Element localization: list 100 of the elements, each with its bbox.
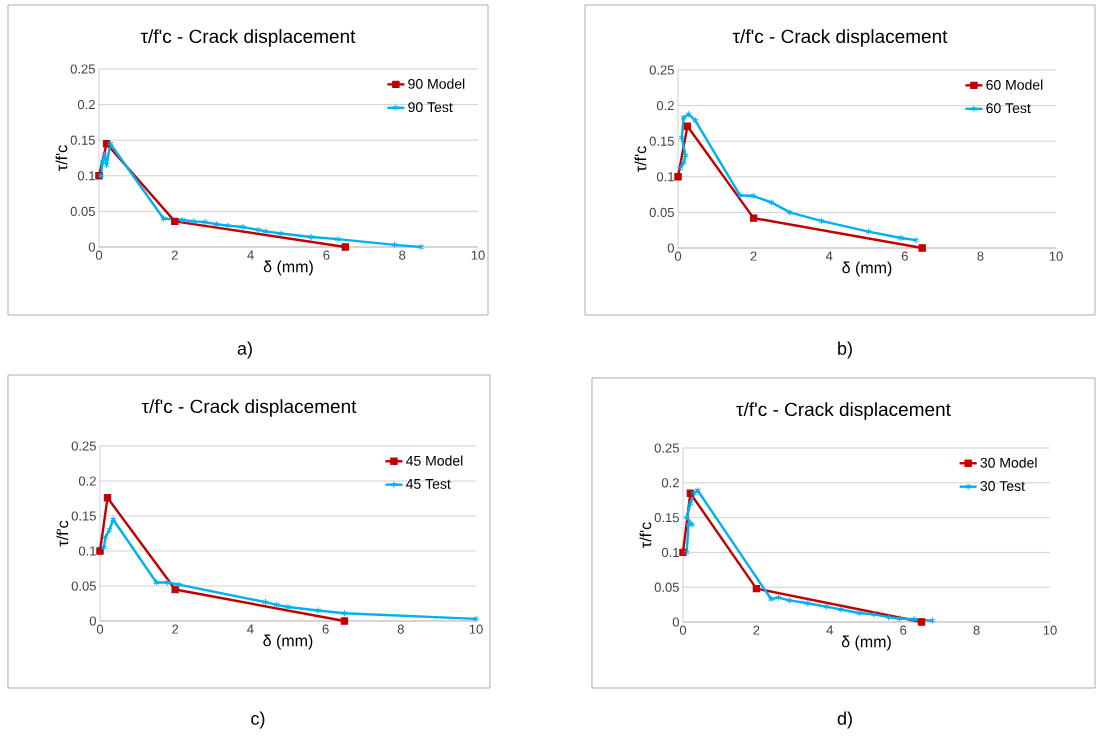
x-axis-title: δ (mm)	[842, 261, 892, 277]
point	[202, 218, 209, 226]
y-axis-title: τ/f'c	[634, 146, 647, 172]
text: a)	[237, 341, 252, 359]
x-tick-label: 10	[1049, 251, 1063, 261]
point	[262, 598, 269, 606]
point	[334, 235, 341, 243]
y-tick-label: 0.2	[77, 99, 95, 110]
point	[674, 173, 682, 181]
y-tick-label: 0.15	[654, 513, 679, 523]
y-tick-label: 0.05	[70, 206, 95, 216]
x-tick-label: 2	[750, 251, 757, 261]
point	[685, 110, 692, 118]
text: b)	[838, 341, 852, 359]
point	[856, 609, 863, 617]
y-tick-label: 0.05	[649, 207, 674, 217]
point	[823, 603, 830, 611]
y-tick-label: 0.2	[78, 476, 96, 486]
point	[680, 159, 687, 167]
point	[768, 198, 775, 206]
y-tick-label: 0	[672, 617, 679, 627]
y-axis-title: τ/f'c	[639, 522, 652, 548]
point	[107, 140, 114, 148]
point	[255, 226, 262, 234]
point	[106, 526, 113, 534]
x-tick-label: 10	[471, 250, 485, 260]
point	[314, 607, 322, 614]
point	[694, 486, 701, 494]
chart-title: τ/f'c - Crack displacement	[732, 29, 948, 47]
y-tick-label: 0.05	[71, 581, 96, 591]
point	[929, 617, 936, 625]
point	[786, 208, 793, 216]
y-tick-label: 0.25	[70, 64, 95, 74]
x-tick-label: 4	[826, 625, 834, 635]
x-tick-label: 10	[1043, 625, 1057, 635]
y-tick-label: 0.25	[71, 441, 96, 451]
point	[273, 601, 280, 609]
legend-label: 60 Model	[986, 79, 1043, 90]
point	[101, 150, 108, 158]
y-tick-label: 0.15	[70, 135, 95, 145]
point	[752, 584, 761, 593]
point	[100, 544, 107, 551]
text: c)	[251, 711, 265, 729]
x-tick-label: 2	[753, 625, 760, 635]
point	[391, 241, 398, 249]
y-tick-label: 0	[88, 242, 95, 252]
y-tick-label: 0	[667, 243, 674, 253]
point	[472, 615, 480, 623]
point	[96, 547, 104, 555]
point	[687, 500, 694, 508]
point	[171, 585, 179, 594]
point	[103, 494, 112, 502]
y-tick-label: 0.15	[71, 511, 96, 521]
point	[160, 215, 167, 223]
y-tick-label: 0.15	[649, 136, 674, 146]
x-axis-title: δ (mm)	[263, 634, 313, 650]
x-tick-label: 10	[469, 624, 483, 634]
x-tick-label: 4	[825, 251, 833, 261]
y-tick-label: 0	[89, 616, 96, 626]
point	[110, 516, 117, 523]
point	[680, 114, 687, 122]
point	[786, 596, 793, 604]
x-tick-label: 8	[973, 625, 980, 635]
point	[918, 244, 926, 252]
x-tick-label: 8	[399, 250, 406, 260]
point	[683, 548, 690, 556]
y-tick-label: 0.2	[656, 100, 674, 111]
point	[749, 214, 758, 222]
chart-title: τ/f'c - Crack displacement	[140, 29, 356, 47]
x-tick-label: 6	[322, 624, 329, 634]
x-tick-label: 8	[397, 624, 404, 634]
point	[262, 227, 269, 235]
point	[341, 243, 350, 251]
y-axis-title: τ/f'c	[55, 145, 68, 171]
point	[775, 594, 782, 602]
point	[689, 521, 696, 529]
x-tick-label: 4	[247, 624, 254, 634]
y-tick-label: 0.05	[654, 582, 679, 592]
point	[190, 217, 197, 225]
x-tick-label: 6	[323, 250, 330, 260]
y-tick-label: 0.25	[654, 443, 679, 453]
x-tick-label: 4	[247, 250, 254, 260]
y-axis-title: τ/f'c	[56, 520, 69, 547]
legend-label: 60 Test	[986, 103, 1031, 114]
point	[804, 599, 811, 607]
legend-label: 45 Model	[406, 455, 463, 466]
point	[418, 243, 425, 251]
x-tick-label: 8	[977, 251, 984, 261]
legend-label: 90 Test	[408, 102, 453, 113]
point	[913, 236, 920, 244]
x-tick-label: 2	[171, 250, 178, 260]
point	[896, 615, 903, 623]
legend-label: 30 Model	[980, 457, 1037, 468]
y-tick-label: 0.1	[77, 171, 95, 181]
point	[692, 117, 699, 125]
point	[736, 191, 744, 199]
point	[683, 122, 692, 130]
chart-title: τ/f'c - Crack displacement	[736, 402, 951, 420]
point	[870, 610, 877, 618]
point	[171, 217, 179, 226]
